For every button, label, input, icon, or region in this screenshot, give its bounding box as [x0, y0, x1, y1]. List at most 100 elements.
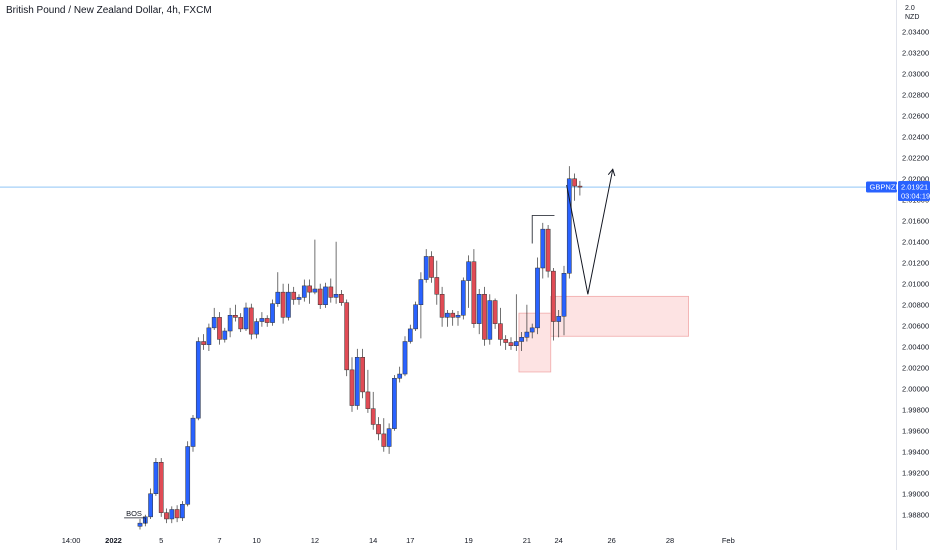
candle	[259, 312, 265, 327]
annotations: BOS	[124, 168, 616, 524]
candle	[243, 302, 249, 331]
candle	[407, 324, 413, 344]
y-tick-label: 2.01400	[902, 237, 929, 246]
candle	[508, 337, 514, 350]
y-tick-label: 2.01200	[902, 258, 929, 267]
candle-body	[301, 285, 307, 298]
candle	[476, 289, 482, 335]
candle-body	[535, 267, 540, 329]
candle-body	[487, 300, 493, 340]
candle-body	[323, 286, 328, 305]
candle-body	[185, 446, 191, 505]
candle	[195, 337, 201, 421]
candle	[434, 260, 440, 305]
candle	[561, 265, 567, 336]
candle-body	[169, 509, 175, 520]
candle-body	[227, 315, 233, 332]
x-tick-label: 14	[369, 536, 377, 545]
candle-body	[339, 294, 344, 303]
x-tick-label: 28	[666, 536, 674, 545]
projection-arrowhead	[607, 168, 616, 177]
candle-body	[153, 462, 159, 494]
candle-body	[317, 288, 323, 305]
candle-body	[354, 357, 360, 406]
candle-body	[312, 288, 318, 293]
candle	[566, 166, 572, 279]
candle-body	[429, 256, 434, 278]
candle-body	[344, 302, 350, 371]
candle	[233, 304, 238, 322]
candle-body	[211, 317, 217, 329]
x-tick-label: 7	[217, 536, 221, 545]
x-tick-label: 17	[406, 536, 414, 545]
candle-body	[328, 286, 334, 298]
candle	[482, 286, 487, 346]
candle-body	[333, 294, 339, 298]
candles	[137, 166, 583, 530]
candle-body	[217, 317, 222, 340]
candle-body	[471, 261, 477, 324]
y-tick-label: 1.99600	[902, 426, 929, 435]
candle	[148, 488, 153, 519]
price-axis[interactable]: 2.03400 2.03200 2.03000 2.02800 2.02600 2.024…	[902, 27, 929, 519]
y-tick-label: 2.03200	[902, 48, 929, 57]
candle-body	[482, 294, 487, 340]
badge-symbol-bg	[866, 181, 897, 193]
candle	[413, 301, 418, 331]
candle-body	[540, 228, 546, 269]
candle-body	[291, 291, 297, 300]
candle-body	[519, 337, 524, 342]
candle-body	[402, 341, 408, 375]
candle-body	[280, 291, 286, 318]
candle	[286, 283, 291, 321]
supply-demand-zones	[518, 295, 689, 373]
candle	[551, 268, 556, 341]
zone-0	[518, 312, 552, 373]
y-tick-label: 1.99400	[902, 447, 929, 456]
candle	[248, 303, 254, 340]
y-tick-label: 2.00200	[902, 363, 929, 372]
candle-body	[492, 300, 498, 324]
badge-countdown: 03:04:19	[901, 192, 930, 201]
y-tick-label: 2.00400	[902, 342, 929, 351]
candle	[487, 294, 493, 345]
x-tick-label: 26	[608, 536, 616, 545]
candle	[402, 336, 408, 377]
time-axis[interactable]: 14:00 2022 5 7 10 12 14 17 19 21 24 26 28 Feb	[62, 536, 735, 545]
candle	[418, 272, 424, 339]
y-tick-label: 2.03000	[902, 69, 929, 78]
zone-1	[550, 295, 689, 337]
candle-body	[439, 294, 445, 318]
candle-body	[180, 504, 185, 519]
candle-body	[190, 417, 196, 447]
candle	[386, 423, 392, 454]
candle-body	[238, 317, 244, 330]
badge-price-bg	[898, 181, 930, 202]
candle-body	[386, 428, 392, 447]
candle	[153, 458, 159, 496]
candle-body	[381, 433, 387, 447]
candle-body	[259, 318, 265, 322]
candle-body	[566, 178, 572, 274]
candle-body	[498, 323, 503, 340]
candle-body	[206, 327, 212, 345]
candle	[169, 506, 175, 524]
candle	[492, 298, 498, 329]
candle	[270, 299, 275, 326]
candle	[524, 304, 530, 342]
candle	[190, 415, 196, 452]
candle	[450, 310, 456, 326]
badge-price: 2.01921	[901, 183, 928, 192]
candle	[238, 313, 244, 333]
currency-line-2: NZD	[905, 14, 920, 21]
candle	[519, 332, 524, 351]
y-tick-label: 2.01600	[902, 216, 929, 225]
candle	[392, 375, 397, 431]
candle	[317, 283, 323, 309]
candle	[572, 173, 577, 201]
x-tick-label: 2022	[105, 536, 122, 545]
candle-body	[423, 256, 429, 280]
candle	[264, 315, 270, 327]
bos-label: BOS	[126, 509, 142, 518]
